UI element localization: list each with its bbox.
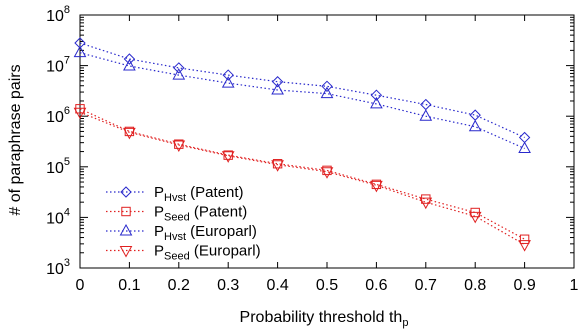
data-point — [320, 167, 334, 179]
x-tick-label: 0 — [76, 277, 85, 294]
x-tick-label: 0.9 — [513, 277, 535, 294]
series-line — [79, 108, 525, 240]
data-point — [468, 119, 482, 132]
data-point — [173, 62, 185, 74]
series-line — [79, 42, 525, 139]
series-1 — [74, 37, 531, 144]
x-axis-label-sub: p — [402, 317, 408, 329]
y-tick-label: 108 — [46, 4, 70, 25]
legend-label: PSeed (Patent) — [154, 204, 247, 224]
legend-entry: PSeed (Europarl) — [106, 243, 261, 263]
legend-label: PSeed (Europarl) — [154, 243, 261, 263]
x-tick-label: 1 — [570, 277, 579, 294]
x-tick-label: 0.5 — [316, 277, 338, 294]
y-tick-label: 104 — [46, 206, 70, 227]
y-tick-label: 107 — [46, 55, 70, 76]
y-tick-label: 106 — [46, 105, 70, 126]
x-tick-label: 0.6 — [365, 277, 387, 294]
data-point — [221, 151, 235, 163]
legend-label: PHvst (Patent) — [154, 184, 244, 204]
data-point — [419, 197, 433, 210]
legend-entry: PHvst (Patent) — [106, 184, 244, 204]
x-axis-label: Probability threshold thp — [240, 309, 409, 329]
series-2 — [75, 104, 530, 244]
x-tick-label: 0.8 — [464, 277, 486, 294]
data-point — [271, 82, 284, 95]
data-point — [172, 140, 186, 153]
series-4 — [73, 107, 531, 252]
data-point — [519, 234, 530, 244]
data-point — [74, 37, 86, 49]
data-point — [419, 109, 433, 121]
axis-ticks: 0 0.1 0.2 0.3 0.4 0.5 0.6 0.7 0.8 0.9 1 103 104 105 10… — [46, 4, 578, 294]
data-point — [320, 86, 334, 99]
data-point — [221, 76, 235, 88]
data-point — [73, 45, 87, 58]
x-tick-label: 0.2 — [168, 277, 190, 294]
series-line — [79, 111, 525, 246]
data-point — [370, 180, 383, 193]
x-tick-label: 0.7 — [415, 277, 437, 294]
data-point — [370, 96, 383, 109]
x-tick-label: 0.1 — [118, 277, 140, 294]
legend-swatch-marker — [119, 223, 133, 236]
data-point — [518, 141, 531, 153]
data-point — [420, 98, 432, 111]
legend: PHvst (Patent)PSeed (Patent)PHvst (Europ… — [106, 184, 261, 263]
y-axis-label: # of paraphrase pairs — [7, 64, 24, 215]
data-point — [468, 211, 482, 224]
data-point — [271, 160, 284, 172]
series-line — [79, 52, 525, 150]
data-point — [73, 107, 87, 120]
data-point — [123, 53, 136, 65]
data-point — [172, 68, 186, 80]
data-point — [271, 76, 284, 88]
data-point — [469, 109, 481, 121]
legend-swatch-marker — [119, 246, 133, 258]
data-point — [370, 89, 383, 101]
legend-entry: PHvst (Europarl) — [106, 223, 257, 243]
y-tick-label: 105 — [46, 156, 70, 177]
legend-swatch-marker — [121, 206, 131, 217]
y-tick-label: 103 — [46, 257, 70, 278]
legend-label: PHvst (Europarl) — [154, 223, 257, 243]
series-3 — [73, 45, 531, 153]
data-point — [123, 127, 136, 140]
legend-entry: PSeed (Patent) — [106, 204, 247, 224]
data-point — [123, 59, 136, 71]
data-point — [75, 104, 85, 114]
data-point — [222, 69, 234, 81]
series-layer — [73, 37, 531, 252]
data-point — [421, 194, 431, 204]
legend-swatch-marker — [120, 186, 132, 198]
x-axis-label-main: Probability threshold th — [240, 309, 403, 326]
x-tick-label: 0.4 — [266, 277, 288, 294]
data-point — [518, 240, 531, 252]
data-point — [321, 80, 333, 92]
x-tick-label: 0.3 — [217, 277, 239, 294]
